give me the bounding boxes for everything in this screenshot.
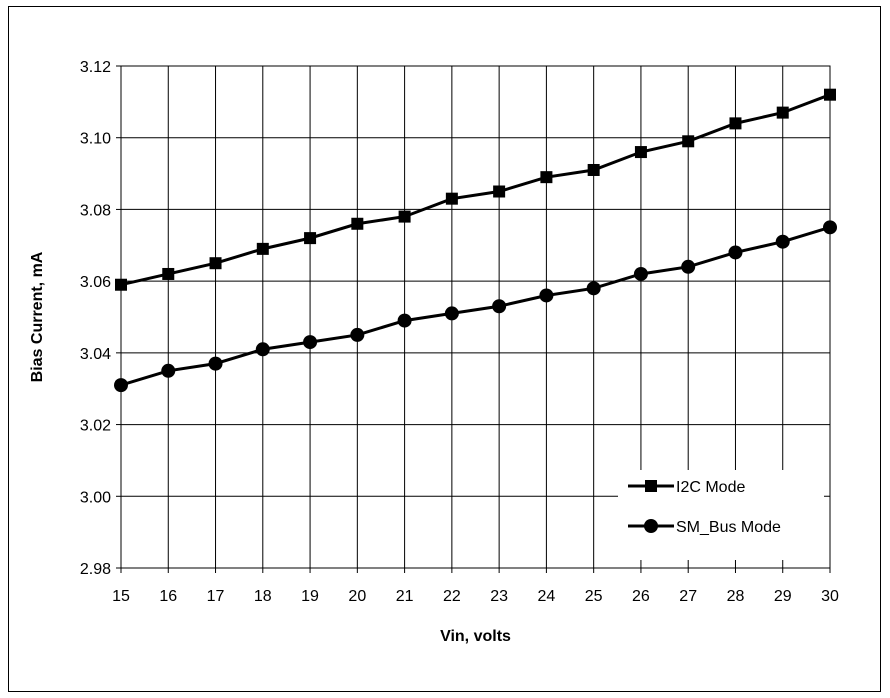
x-tick-label: 17 (207, 588, 225, 605)
x-tick-label: 27 (679, 588, 697, 605)
square-data-point (493, 185, 506, 198)
square-data-point (824, 88, 836, 101)
y-tick-label: 3.10 (80, 131, 111, 148)
x-tick-label: 16 (159, 588, 177, 605)
x-tick-label: 15 (112, 588, 130, 605)
x-tick-label: 29 (774, 588, 792, 605)
legend-item: I2C Mode (628, 479, 745, 496)
y-axis-title: Bias Current, mA (29, 251, 46, 382)
circle-data-point (586, 281, 601, 296)
x-tick-label: 22 (443, 588, 461, 605)
y-tick-label: 3.06 (80, 274, 111, 291)
y-tick-label: 3.08 (80, 202, 111, 219)
square-data-point (162, 267, 175, 280)
square-data-point (304, 232, 317, 245)
square-data-point (351, 217, 364, 230)
x-tick-label: 24 (538, 588, 556, 605)
circle-data-point (681, 259, 696, 274)
circle-data-point (775, 234, 790, 249)
y-tick-label: 2.98 (80, 561, 111, 578)
circle-data-point (303, 335, 318, 350)
legend-marker (644, 519, 658, 533)
x-tick-label: 23 (490, 588, 508, 605)
y-tick-label: 3.02 (80, 418, 111, 435)
x-tick-label: 18 (254, 588, 272, 605)
square-data-point (729, 117, 742, 130)
square-data-point (445, 192, 458, 205)
square-data-point (209, 257, 222, 270)
x-tick-label: 30 (821, 588, 839, 605)
x-tick-label: 28 (727, 588, 745, 605)
series-0 (115, 88, 836, 291)
x-tick-label: 26 (632, 588, 650, 605)
square-data-point (115, 278, 127, 291)
square-data-point (682, 135, 695, 148)
circle-data-point (444, 306, 459, 321)
x-axis-title: Vin, volts (440, 628, 511, 645)
circle-data-point (397, 313, 412, 328)
circle-data-point (255, 342, 270, 357)
x-tick-label: 19 (301, 588, 319, 605)
series-line (120, 225, 831, 387)
x-axis-ticks: 15 16 17 18 19 20 21 22 23 24 25 26 27 28 29 30 (112, 568, 839, 605)
legend-marker (645, 480, 657, 492)
legend-item: SM_Bus Mode (628, 519, 781, 536)
circle-data-point (492, 299, 507, 314)
square-data-point (256, 242, 269, 255)
circle-data-point (633, 266, 648, 281)
square-data-point (634, 146, 647, 159)
plot-border (120, 65, 831, 569)
y-tick-label: 3.12 (80, 59, 111, 76)
circle-data-point (823, 220, 837, 235)
series-line (120, 93, 831, 287)
square-data-point (587, 163, 600, 176)
legend-label: I2C Mode (676, 479, 745, 496)
legend-label: SM_Bus Mode (676, 519, 781, 536)
series-layer (114, 88, 837, 393)
circle-data-point (161, 363, 176, 378)
legend: I2C Mode SM_Bus Mode (618, 470, 824, 560)
y-tick-label: 3.00 (80, 489, 111, 506)
circle-data-point (208, 356, 223, 371)
x-tick-label: 21 (396, 588, 414, 605)
x-tick-label: 20 (348, 588, 366, 605)
circle-data-point (728, 245, 743, 260)
circle-data-point (350, 327, 365, 342)
y-axis-ticks: 2.98 3.00 3.02 3.04 3.06 3.08 3.10 3.12 (80, 59, 121, 578)
square-data-point (776, 106, 789, 119)
circle-data-point (539, 288, 554, 303)
series-1 (114, 220, 837, 393)
square-data-point (398, 210, 411, 223)
x-tick-label: 25 (585, 588, 603, 605)
y-tick-label: 3.04 (80, 346, 111, 363)
circle-data-point (114, 378, 128, 393)
square-data-point (540, 171, 553, 184)
